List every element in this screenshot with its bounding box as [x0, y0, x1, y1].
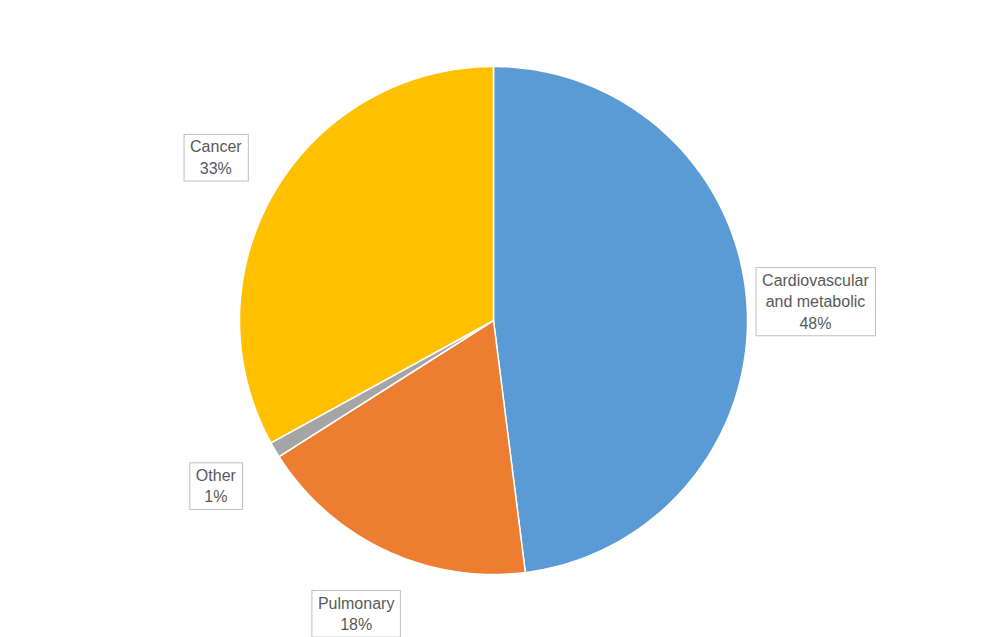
svg-text:Cancer33%: Cancer33%: [190, 138, 242, 177]
svg-text:Other1%: Other1%: [196, 467, 237, 506]
svg-text:Pulmonary18%: Pulmonary18%: [318, 594, 394, 633]
svg-text:Cardiovascularand metabolic48%: Cardiovascularand metabolic48%: [762, 272, 869, 332]
